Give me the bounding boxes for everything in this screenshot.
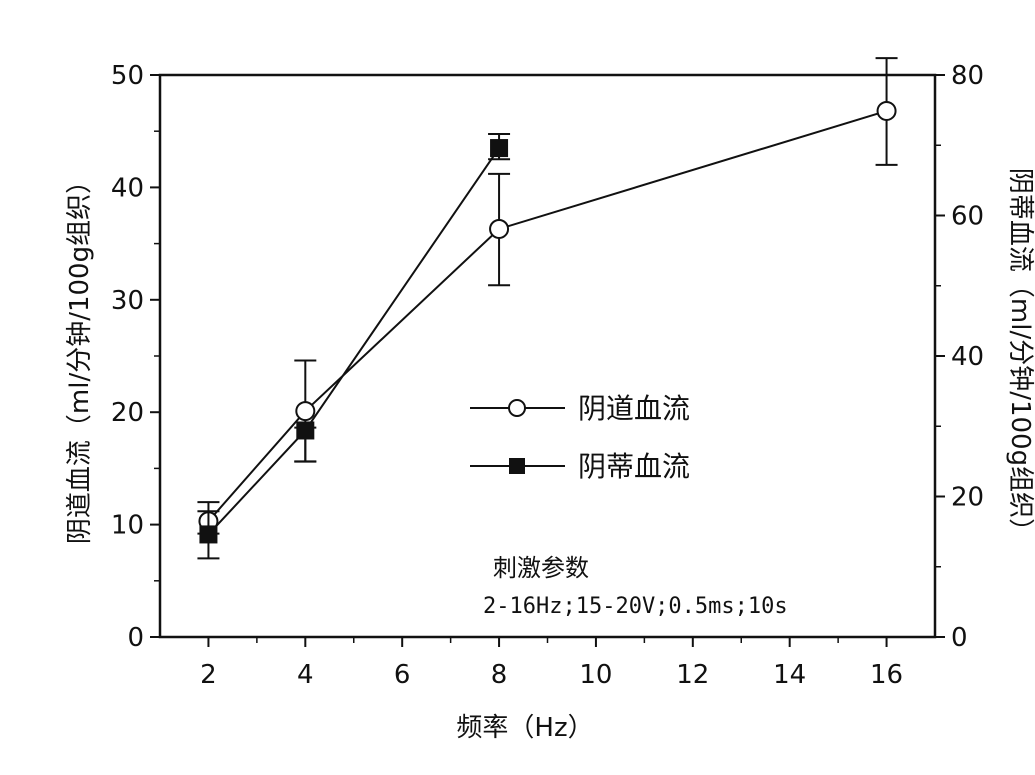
data-point-open-circle [878,102,896,120]
y-left-tick-label: 10 [111,511,144,541]
y-left-tick-label: 0 [127,623,144,653]
x-axis: 2 4 6 8 10 12 14 16 [200,637,903,690]
legend-label-vaginal: 阴道血流 [578,392,690,425]
data-point-filled-square [490,139,508,157]
y-right-axis-title: 阴蒂血流（ml/分钟/100g组织） [1005,168,1035,544]
plot-frame [160,75,935,637]
y-right-tick-label: 40 [951,342,984,372]
data-point-filled-square [296,421,314,439]
annotation-title: 刺激参数 [493,554,589,582]
x-tick-label: 14 [773,660,806,690]
series-line-1 [208,148,499,534]
y-left-tick-label: 30 [111,286,144,316]
y-right-tick-label: 60 [951,202,984,232]
legend: 阴道血流 阴蒂血流 [470,392,690,483]
x-tick-label: 4 [297,660,314,690]
series-layer [197,58,897,558]
y-left-tick-label: 50 [111,61,144,91]
y-right-tick-label: 20 [951,483,984,513]
x-tick-label: 2 [200,660,217,690]
x-tick-label: 8 [491,660,508,690]
x-tick-label: 16 [870,660,903,690]
legend-label-clitoral: 阴蒂血流 [578,450,690,483]
x-tick-label: 6 [394,660,411,690]
x-tick-label: 12 [676,660,709,690]
legend-marker-open-circle [509,400,525,416]
data-point-open-circle [490,220,508,238]
series-line-0 [208,111,886,521]
y-left-tick-label: 40 [111,173,144,203]
annotation-text: 2-16Hz;15-20V;0.5ms;10s [483,594,788,619]
data-point-filled-square [199,525,217,543]
y-right-tick-label: 0 [951,623,968,653]
y-left-axis-title: 阴道血流（ml/分钟/100g组织） [65,168,95,544]
y-right-tick-label: 80 [951,61,984,91]
x-axis-title: 频率（Hz） [456,713,593,743]
y-left-tick-label: 20 [111,398,144,428]
y-left-axis: 0 10 20 30 40 50 [111,61,160,653]
x-tick-label: 10 [579,660,612,690]
legend-marker-filled-square [509,458,525,474]
y-right-axis: 0 20 40 60 80 [935,61,984,653]
data-point-open-circle [296,402,314,420]
